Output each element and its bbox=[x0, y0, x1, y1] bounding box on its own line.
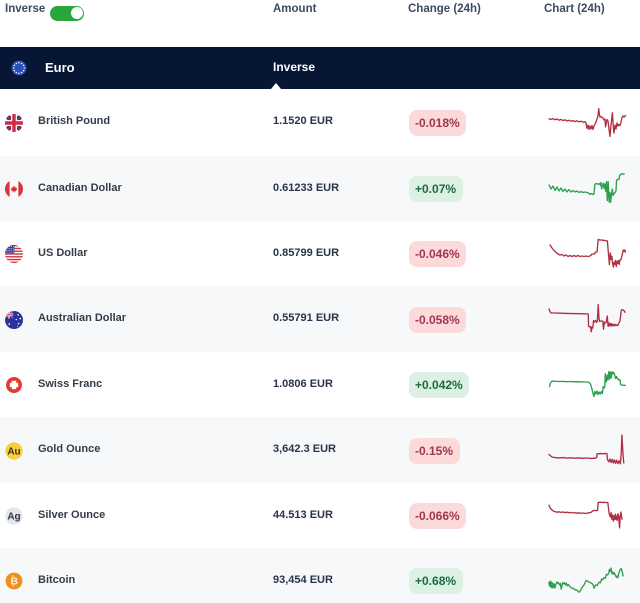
svg-text:Ag: Ag bbox=[7, 512, 20, 523]
svg-text:Au: Au bbox=[7, 446, 20, 457]
svg-text:B: B bbox=[11, 576, 19, 588]
